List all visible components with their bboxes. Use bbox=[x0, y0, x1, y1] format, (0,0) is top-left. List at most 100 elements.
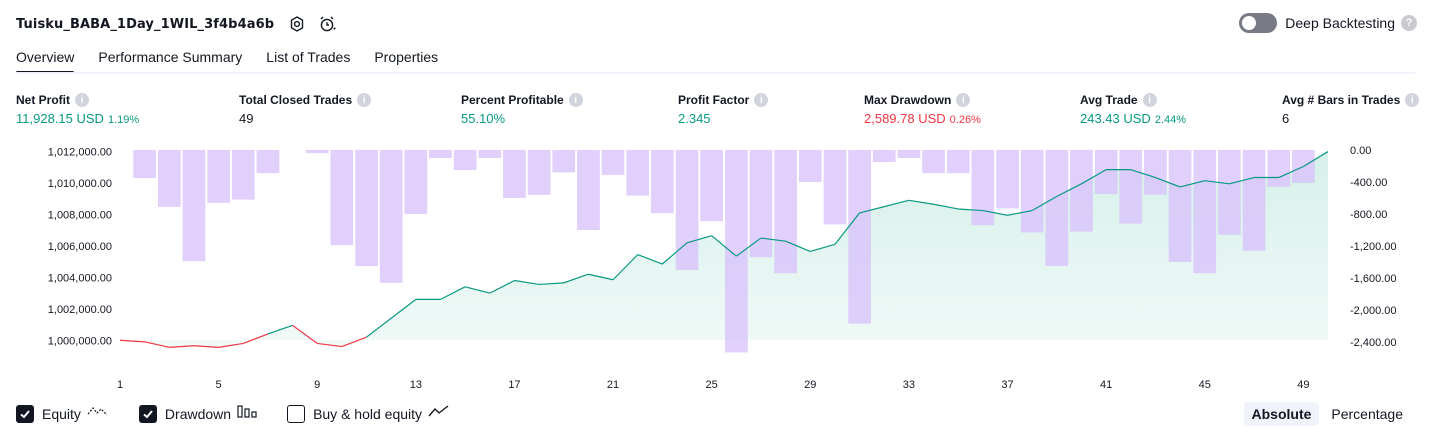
equity-line-segment bbox=[859, 206, 885, 214]
legend-equity[interactable]: Equity bbox=[16, 404, 109, 423]
equity-checkbox[interactable] bbox=[16, 404, 34, 423]
x-axis-tick: 29 bbox=[804, 379, 816, 391]
tab-overview[interactable]: Overview bbox=[16, 46, 75, 74]
drawdown-bar bbox=[552, 150, 576, 173]
drawdown-bar bbox=[798, 150, 822, 182]
equity-line-segment bbox=[193, 345, 219, 348]
equity-line-segment bbox=[390, 298, 417, 319]
right-axis-tick: -2,000.00 bbox=[1350, 305, 1396, 317]
right-axis-tick: -800.00 bbox=[1350, 209, 1387, 221]
metric-label: Total Closed Trades bbox=[239, 93, 353, 107]
absolute-button[interactable]: Absolute bbox=[1243, 402, 1320, 426]
equity-line-segment bbox=[1229, 176, 1255, 185]
equity-line-segment bbox=[292, 324, 318, 344]
metric-percent: 1.19% bbox=[107, 114, 140, 126]
x-axis-tick: 5 bbox=[216, 379, 222, 391]
drawdown-bar bbox=[922, 150, 945, 174]
legend-buy-hold-label: Buy & hold equity bbox=[313, 405, 423, 422]
equity-line-segment bbox=[144, 341, 170, 348]
info-icon[interactable]: i bbox=[357, 93, 372, 107]
equity-line-segment bbox=[810, 243, 836, 253]
info-icon[interactable]: i bbox=[956, 93, 971, 107]
drawdown-bar bbox=[700, 150, 723, 222]
deep-backtesting: Deep Backtesting ? bbox=[1239, 13, 1417, 33]
metric-label: Max Drawdown bbox=[864, 93, 952, 107]
equity-line-segment bbox=[218, 342, 244, 348]
drawdown-checkbox[interactable] bbox=[138, 404, 157, 423]
equity-line-segment bbox=[760, 237, 786, 242]
drawdown-bar bbox=[749, 150, 773, 258]
buy-hold-checkbox[interactable] bbox=[287, 404, 306, 423]
x-axis-tick: 41 bbox=[1100, 379, 1112, 391]
tabs-divider bbox=[16, 72, 1415, 74]
scale-mode-switch: Absolute Percentage bbox=[1240, 402, 1412, 426]
help-icon[interactable]: ? bbox=[1401, 15, 1417, 31]
deep-backtesting-label: Deep Backtesting bbox=[1285, 15, 1395, 31]
equity-line-segment bbox=[637, 254, 663, 265]
legend-drawdown[interactable]: Drawdown bbox=[138, 404, 257, 423]
left-axis-tick: 1,004,000.00 bbox=[48, 272, 112, 284]
metric-value: 2,589.78 USD bbox=[864, 111, 946, 126]
x-axis-tick: 25 bbox=[706, 379, 718, 391]
info-icon[interactable]: i bbox=[568, 93, 583, 107]
drawdown-bar bbox=[503, 150, 526, 198]
x-axis-tick: 17 bbox=[508, 379, 520, 391]
settings-icon[interactable] bbox=[286, 13, 308, 35]
drawdown-bar bbox=[231, 150, 255, 200]
equity-line-segment bbox=[1179, 180, 1205, 188]
equity-line-segment bbox=[1056, 183, 1082, 197]
drawdown-bar bbox=[725, 150, 748, 353]
drawdown-bar bbox=[478, 150, 502, 158]
drawdown-bar bbox=[1193, 150, 1217, 274]
equity-line-segment bbox=[933, 203, 959, 210]
right-axis-tick: 0.00 bbox=[1350, 145, 1371, 157]
metric-value: 49 bbox=[239, 111, 254, 126]
drawdown-bar bbox=[651, 150, 674, 214]
drawdown-bar bbox=[848, 150, 871, 324]
tab-bar: Overview Performance Summary List of Tra… bbox=[16, 46, 462, 74]
drawdown-bar bbox=[897, 150, 921, 158]
drawdown-bar bbox=[1020, 150, 1044, 233]
drawdown-bar bbox=[626, 150, 650, 196]
drawdown-bar bbox=[1094, 150, 1118, 194]
info-icon[interactable]: i bbox=[754, 93, 769, 107]
left-axis-tick: 1,000,000.00 bbox=[48, 335, 112, 347]
drawdown-bar bbox=[971, 150, 995, 226]
drawdown-bar bbox=[1242, 150, 1266, 251]
equity-line-segment bbox=[514, 279, 540, 286]
drawdown-bar bbox=[872, 150, 896, 162]
metric-percent-profitable: Percent Profitable i 55.10% bbox=[461, 93, 583, 126]
chart-legend: Equity Drawdown Buy & hold equity bbox=[16, 404, 480, 423]
metric-value: 2.345 bbox=[678, 111, 711, 126]
drawdown-bar bbox=[1070, 150, 1093, 232]
equity-line-segment bbox=[489, 279, 515, 294]
metric-label: Profit Factor bbox=[678, 93, 750, 107]
tab-performance-summary[interactable]: Performance Summary bbox=[98, 49, 243, 65]
equity-drawdown-chart[interactable]: 1,012,000.00 1,010,000.00 1,008,000.00 1,00… bbox=[0, 138, 1431, 396]
add-alert-icon[interactable] bbox=[316, 13, 338, 35]
equity-line-segment bbox=[1081, 169, 1107, 185]
equity-line-segment bbox=[1031, 195, 1058, 212]
info-icon[interactable]: i bbox=[1405, 93, 1420, 107]
metric-label: Avg # Bars in Trades bbox=[1282, 93, 1401, 107]
drawdown-bar bbox=[330, 150, 354, 246]
equity-line-segment bbox=[539, 282, 564, 286]
right-axis-tick: -1,200.00 bbox=[1350, 241, 1396, 253]
drawdown-bar bbox=[1144, 150, 1167, 195]
strategy-name: Tuisku_BABA_1Day_1WIL_3f4b4a6b bbox=[16, 16, 275, 32]
deep-backtesting-toggle[interactable] bbox=[1239, 13, 1278, 33]
info-icon[interactable]: i bbox=[75, 93, 89, 107]
equity-line-segment bbox=[1130, 169, 1156, 179]
equity-line-segment bbox=[366, 317, 392, 338]
equity-line-segment bbox=[563, 273, 589, 284]
drawdown-bar bbox=[1267, 150, 1291, 187]
info-icon[interactable]: i bbox=[1142, 93, 1157, 107]
legend-buy-hold[interactable]: Buy & hold equity bbox=[287, 404, 450, 423]
percentage-button[interactable]: Percentage bbox=[1331, 406, 1403, 422]
equity-line-segment bbox=[661, 242, 688, 265]
header: Tuisku_BABA_1Day_1WIL_3f4b4a6b bbox=[16, 12, 338, 36]
equity-line-segment bbox=[169, 345, 194, 348]
tab-properties[interactable]: Properties bbox=[374, 49, 439, 65]
equity-line-segment bbox=[1155, 176, 1181, 188]
tab-list-of-trades[interactable]: List of Trades bbox=[266, 49, 351, 65]
